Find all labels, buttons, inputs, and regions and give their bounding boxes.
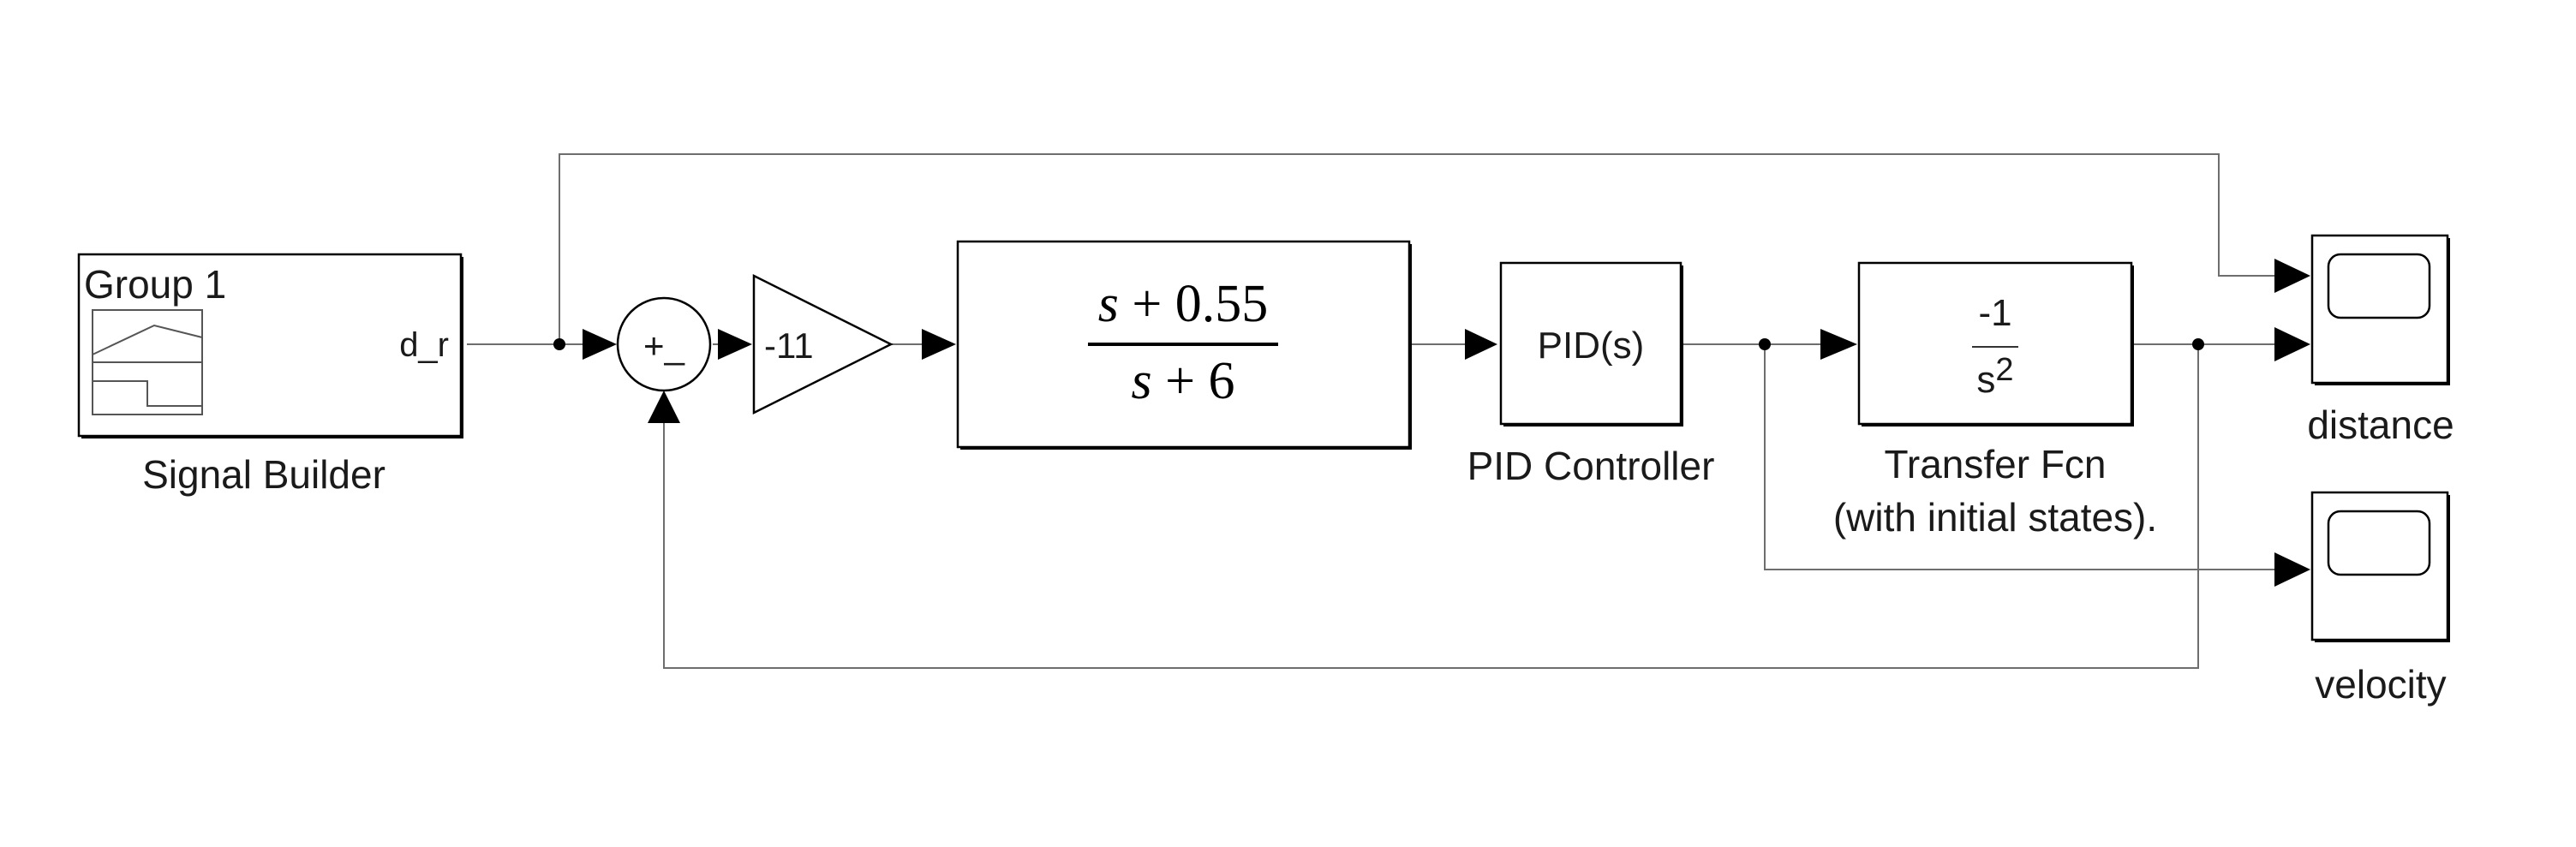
- arrowhead: [2274, 259, 2310, 293]
- branch-dot: [1759, 338, 1771, 350]
- pid-block-text: PID(s): [1538, 325, 1645, 367]
- distance-scope-block[interactable]: [2310, 234, 2450, 385]
- arrowhead: [583, 329, 617, 360]
- plant-tf-name-subtitle: (with initial states).: [1833, 495, 2157, 540]
- arrowhead: [718, 329, 752, 360]
- velocity-scope-block[interactable]: [2310, 491, 2450, 642]
- arrowhead: [1465, 329, 1497, 360]
- plant-tf-numerator: -1: [1978, 292, 2011, 334]
- lead-transfer-fcn-block[interactable]: s + 0.55 s + 6: [956, 240, 1412, 450]
- plant-tf-name: Transfer Fcn: [1884, 442, 2106, 486]
- branch-dot: [553, 338, 565, 350]
- arrowhead: [1820, 329, 1857, 360]
- plant-transfer-fcn-block[interactable]: -1 s2: [1857, 261, 2134, 426]
- arrowhead: [2274, 327, 2310, 361]
- gain-value: -11: [764, 325, 814, 366]
- scope-screen-icon: [2327, 253, 2431, 319]
- branch-points: [553, 338, 2204, 350]
- wire-feedback[interactable]: [663, 344, 2199, 669]
- scope-screen-icon: [2327, 510, 2431, 576]
- arrowhead: [2274, 552, 2310, 587]
- distance-scope-name: distance: [2307, 403, 2453, 447]
- signal-builder-group-label: Group 1: [84, 262, 226, 307]
- signal-builder-block[interactable]: Group 1 d_r: [77, 253, 463, 438]
- wire-dr-to-distance-scope[interactable]: [559, 153, 2279, 344]
- signal-builder-name: Signal Builder: [142, 452, 386, 497]
- sum-sign-label: +_: [643, 325, 685, 366]
- pid-controller-block[interactable]: PID(s): [1499, 261, 1683, 426]
- signal-wires: [467, 153, 2279, 669]
- gain-block[interactable]: -11: [752, 273, 894, 415]
- pid-controller-name: PID Controller: [1467, 444, 1715, 488]
- lead-tf-denominator: s + 6: [1131, 352, 1234, 410]
- wire-pid-to-velocity-scope[interactable]: [1764, 344, 2279, 570]
- arrowhead: [922, 329, 956, 360]
- signal-builder-port-label: d_r: [399, 326, 449, 364]
- velocity-scope-name: velocity: [2315, 662, 2446, 707]
- arrowhead: [648, 391, 680, 423]
- lead-tf-numerator: s + 0.55: [1098, 275, 1269, 333]
- arrowheads: [583, 259, 2310, 587]
- branch-dot: [2192, 338, 2204, 350]
- plant-tf-denominator: s2: [1976, 352, 2013, 401]
- signal-builder-preview-icon: [92, 309, 203, 415]
- sum-block[interactable]: +_: [616, 296, 712, 392]
